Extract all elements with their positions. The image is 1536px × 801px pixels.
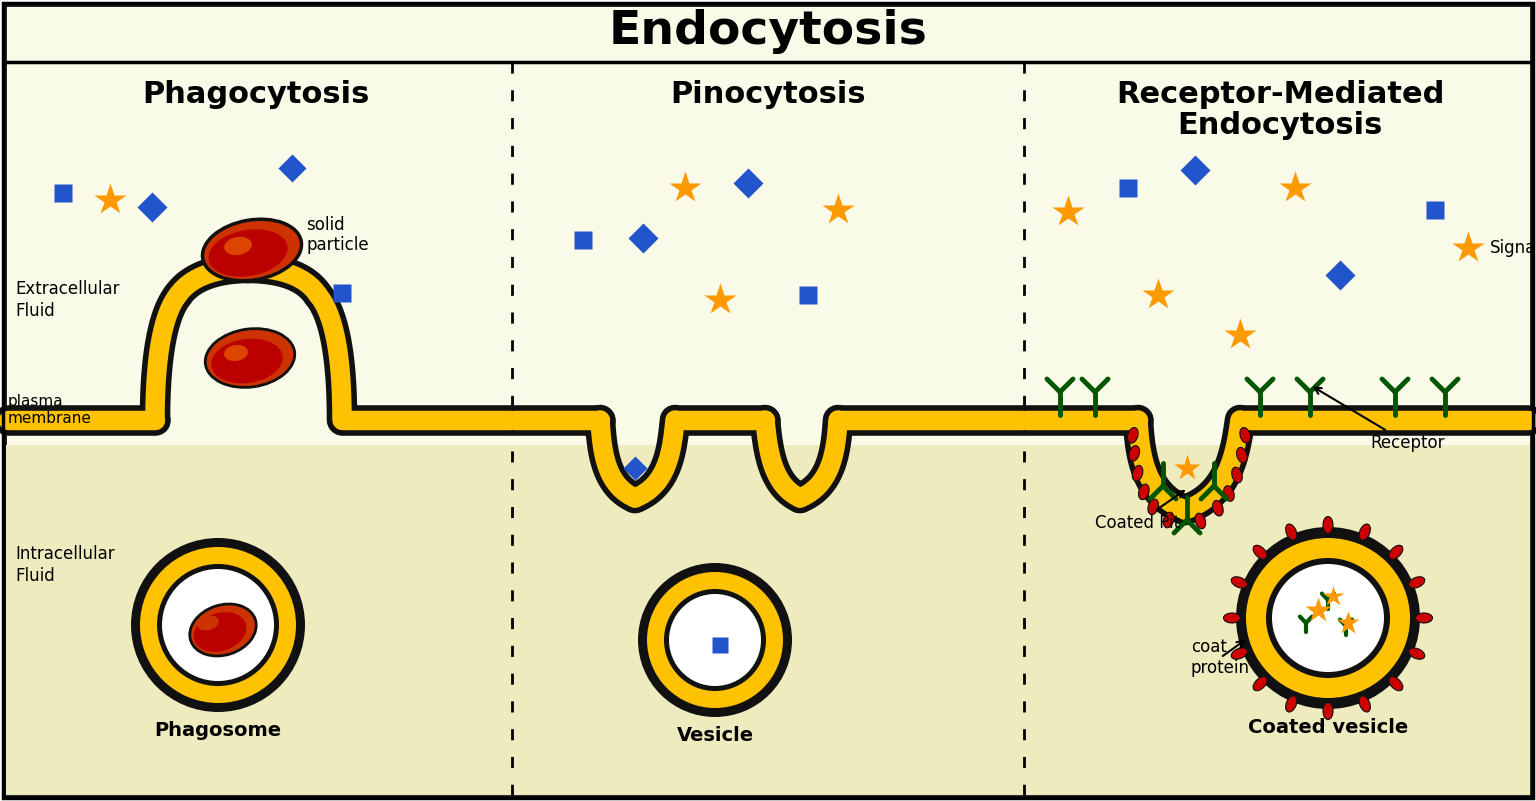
Ellipse shape (140, 547, 296, 703)
Text: Receptor-Mediated
Endocytosis: Receptor-Mediated Endocytosis (1115, 80, 1444, 140)
Text: coat
protein: coat protein (1190, 638, 1250, 677)
Text: solid
particle: solid particle (306, 215, 369, 255)
Ellipse shape (1322, 517, 1333, 533)
Ellipse shape (1286, 696, 1296, 712)
Ellipse shape (1127, 428, 1138, 443)
Ellipse shape (1224, 485, 1235, 501)
Ellipse shape (157, 564, 280, 686)
Ellipse shape (1286, 524, 1296, 540)
Ellipse shape (1195, 513, 1206, 529)
Text: Coated Pit: Coated Pit (1095, 491, 1184, 532)
Text: Endocytosis: Endocytosis (608, 10, 928, 54)
Ellipse shape (1359, 696, 1370, 712)
Text: plasma
membrane: plasma membrane (8, 394, 92, 426)
Ellipse shape (1409, 648, 1425, 659)
Ellipse shape (1236, 448, 1247, 463)
Ellipse shape (1232, 467, 1243, 483)
Text: Vesicle: Vesicle (676, 726, 754, 745)
Ellipse shape (1389, 545, 1402, 559)
Text: Phagosome: Phagosome (155, 721, 281, 740)
Ellipse shape (212, 339, 283, 384)
Ellipse shape (1224, 613, 1241, 623)
Ellipse shape (224, 237, 252, 256)
Ellipse shape (1232, 648, 1247, 659)
Ellipse shape (224, 345, 247, 361)
Ellipse shape (194, 612, 246, 652)
Ellipse shape (1163, 512, 1174, 528)
Ellipse shape (203, 219, 301, 281)
Ellipse shape (131, 538, 306, 712)
Ellipse shape (1253, 545, 1267, 559)
Text: Signal: Signal (1490, 239, 1536, 257)
Ellipse shape (1212, 501, 1223, 516)
Ellipse shape (1236, 527, 1419, 709)
Ellipse shape (1266, 558, 1390, 678)
Ellipse shape (190, 604, 257, 656)
Text: Phagocytosis: Phagocytosis (143, 80, 370, 109)
Ellipse shape (1129, 445, 1140, 461)
Ellipse shape (1147, 499, 1158, 515)
Text: Extracellular
Fluid: Extracellular Fluid (15, 280, 120, 320)
Ellipse shape (664, 589, 766, 691)
Ellipse shape (209, 229, 287, 276)
Ellipse shape (1359, 524, 1370, 540)
Bar (6, 445, 1530, 795)
Ellipse shape (161, 569, 273, 681)
Ellipse shape (1246, 538, 1410, 698)
Ellipse shape (1232, 577, 1247, 588)
Ellipse shape (206, 328, 295, 388)
Ellipse shape (1409, 577, 1425, 588)
Ellipse shape (670, 594, 760, 686)
Text: Pinocytosis: Pinocytosis (670, 80, 866, 109)
Ellipse shape (1389, 677, 1402, 690)
Ellipse shape (1240, 428, 1250, 443)
Ellipse shape (1132, 465, 1143, 481)
Ellipse shape (1138, 484, 1149, 500)
Ellipse shape (1253, 677, 1267, 690)
Ellipse shape (197, 616, 218, 630)
Ellipse shape (1272, 564, 1384, 672)
Ellipse shape (1416, 613, 1433, 623)
Ellipse shape (637, 563, 793, 717)
Ellipse shape (647, 572, 783, 708)
Text: Coated vesicle: Coated vesicle (1247, 718, 1409, 737)
FancyBboxPatch shape (5, 5, 1531, 796)
Text: Intracellular
Fluid: Intracellular Fluid (15, 545, 115, 585)
Text: Receptor: Receptor (1315, 388, 1444, 452)
Ellipse shape (1322, 702, 1333, 719)
